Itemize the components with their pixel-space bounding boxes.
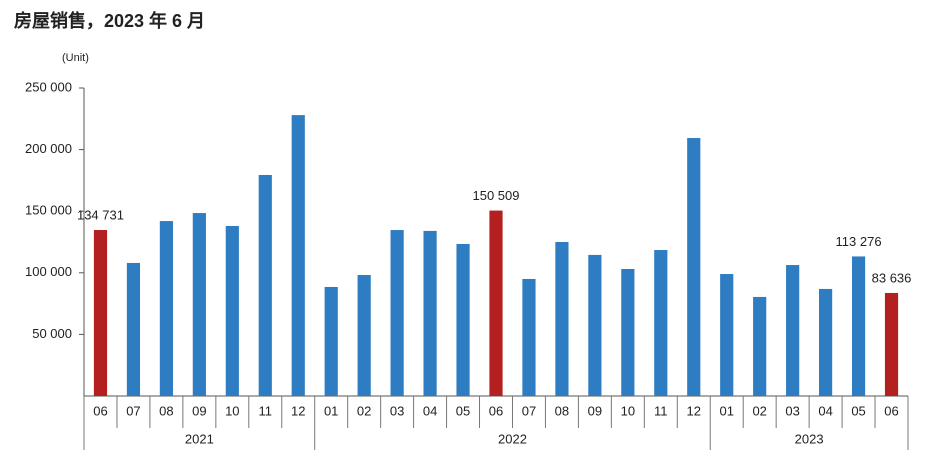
bar <box>555 242 569 396</box>
value-label: 150 509 <box>473 188 520 203</box>
bar <box>654 250 668 396</box>
x-tick-label: 01 <box>324 403 338 418</box>
bar <box>192 213 206 396</box>
x-tick-label: 04 <box>818 403 832 418</box>
bar <box>357 275 371 396</box>
x-tick-label: 10 <box>621 403 635 418</box>
x-tick-label: 04 <box>423 403 437 418</box>
x-tick-label: 03 <box>785 403 799 418</box>
x-tick-label: 07 <box>522 403 536 418</box>
x-tick-label: 08 <box>159 403 173 418</box>
y-tick-label: 200 000 <box>25 141 72 156</box>
x-tick-label: 02 <box>357 403 371 418</box>
x-tick-label: 11 <box>259 403 273 418</box>
bar <box>819 288 833 396</box>
bar <box>126 262 141 396</box>
value-label: 134 731 <box>77 207 124 222</box>
bar <box>159 221 173 396</box>
x-tick-label: 11 <box>654 403 668 418</box>
x-tick-label: 02 <box>752 403 766 418</box>
bar <box>390 230 404 396</box>
bar <box>489 210 503 396</box>
x-tick-label: 09 <box>588 403 602 418</box>
x-tick-label: 09 <box>192 403 206 418</box>
group-label: 2023 <box>795 431 824 446</box>
y-axis-label: (Unit) <box>62 52 89 64</box>
bar <box>786 265 800 396</box>
y-tick-label: 100 000 <box>25 264 72 279</box>
bar <box>423 230 437 396</box>
bar <box>456 243 470 396</box>
x-tick-label: 12 <box>687 403 701 418</box>
bar <box>884 292 899 396</box>
x-tick-label: 10 <box>225 403 239 418</box>
x-tick-label: 06 <box>884 403 898 418</box>
bar <box>851 256 866 396</box>
y-tick-label: 50 000 <box>32 326 72 341</box>
bar <box>291 115 305 396</box>
bar <box>588 254 602 396</box>
group-label: 2021 <box>185 431 214 446</box>
y-tick-label: 150 000 <box>25 203 72 218</box>
bar <box>258 174 272 396</box>
bar <box>621 268 635 396</box>
bar <box>720 274 734 396</box>
x-tick-label: 06 <box>489 403 503 418</box>
value-label: 83 636 <box>872 270 912 285</box>
x-tick-label: 12 <box>291 403 305 418</box>
x-tick-label: 05 <box>851 403 865 418</box>
group-label: 2022 <box>498 431 527 446</box>
bar <box>93 230 108 396</box>
value-label: 113 276 <box>836 234 882 249</box>
bar <box>687 138 701 396</box>
x-tick-label: 07 <box>126 403 140 418</box>
bar <box>753 296 767 396</box>
bar <box>324 286 338 396</box>
x-tick-label: 06 <box>93 403 107 418</box>
bar <box>522 278 536 396</box>
y-tick-label: 250 000 <box>25 79 72 94</box>
x-tick-label: 08 <box>555 403 569 418</box>
bar <box>225 225 239 396</box>
x-tick-label: 01 <box>719 403 733 418</box>
x-tick-label: 03 <box>390 403 404 418</box>
chart-title: 房屋销售，2023 年 6 月 <box>14 10 205 31</box>
x-tick-label: 05 <box>456 403 470 418</box>
